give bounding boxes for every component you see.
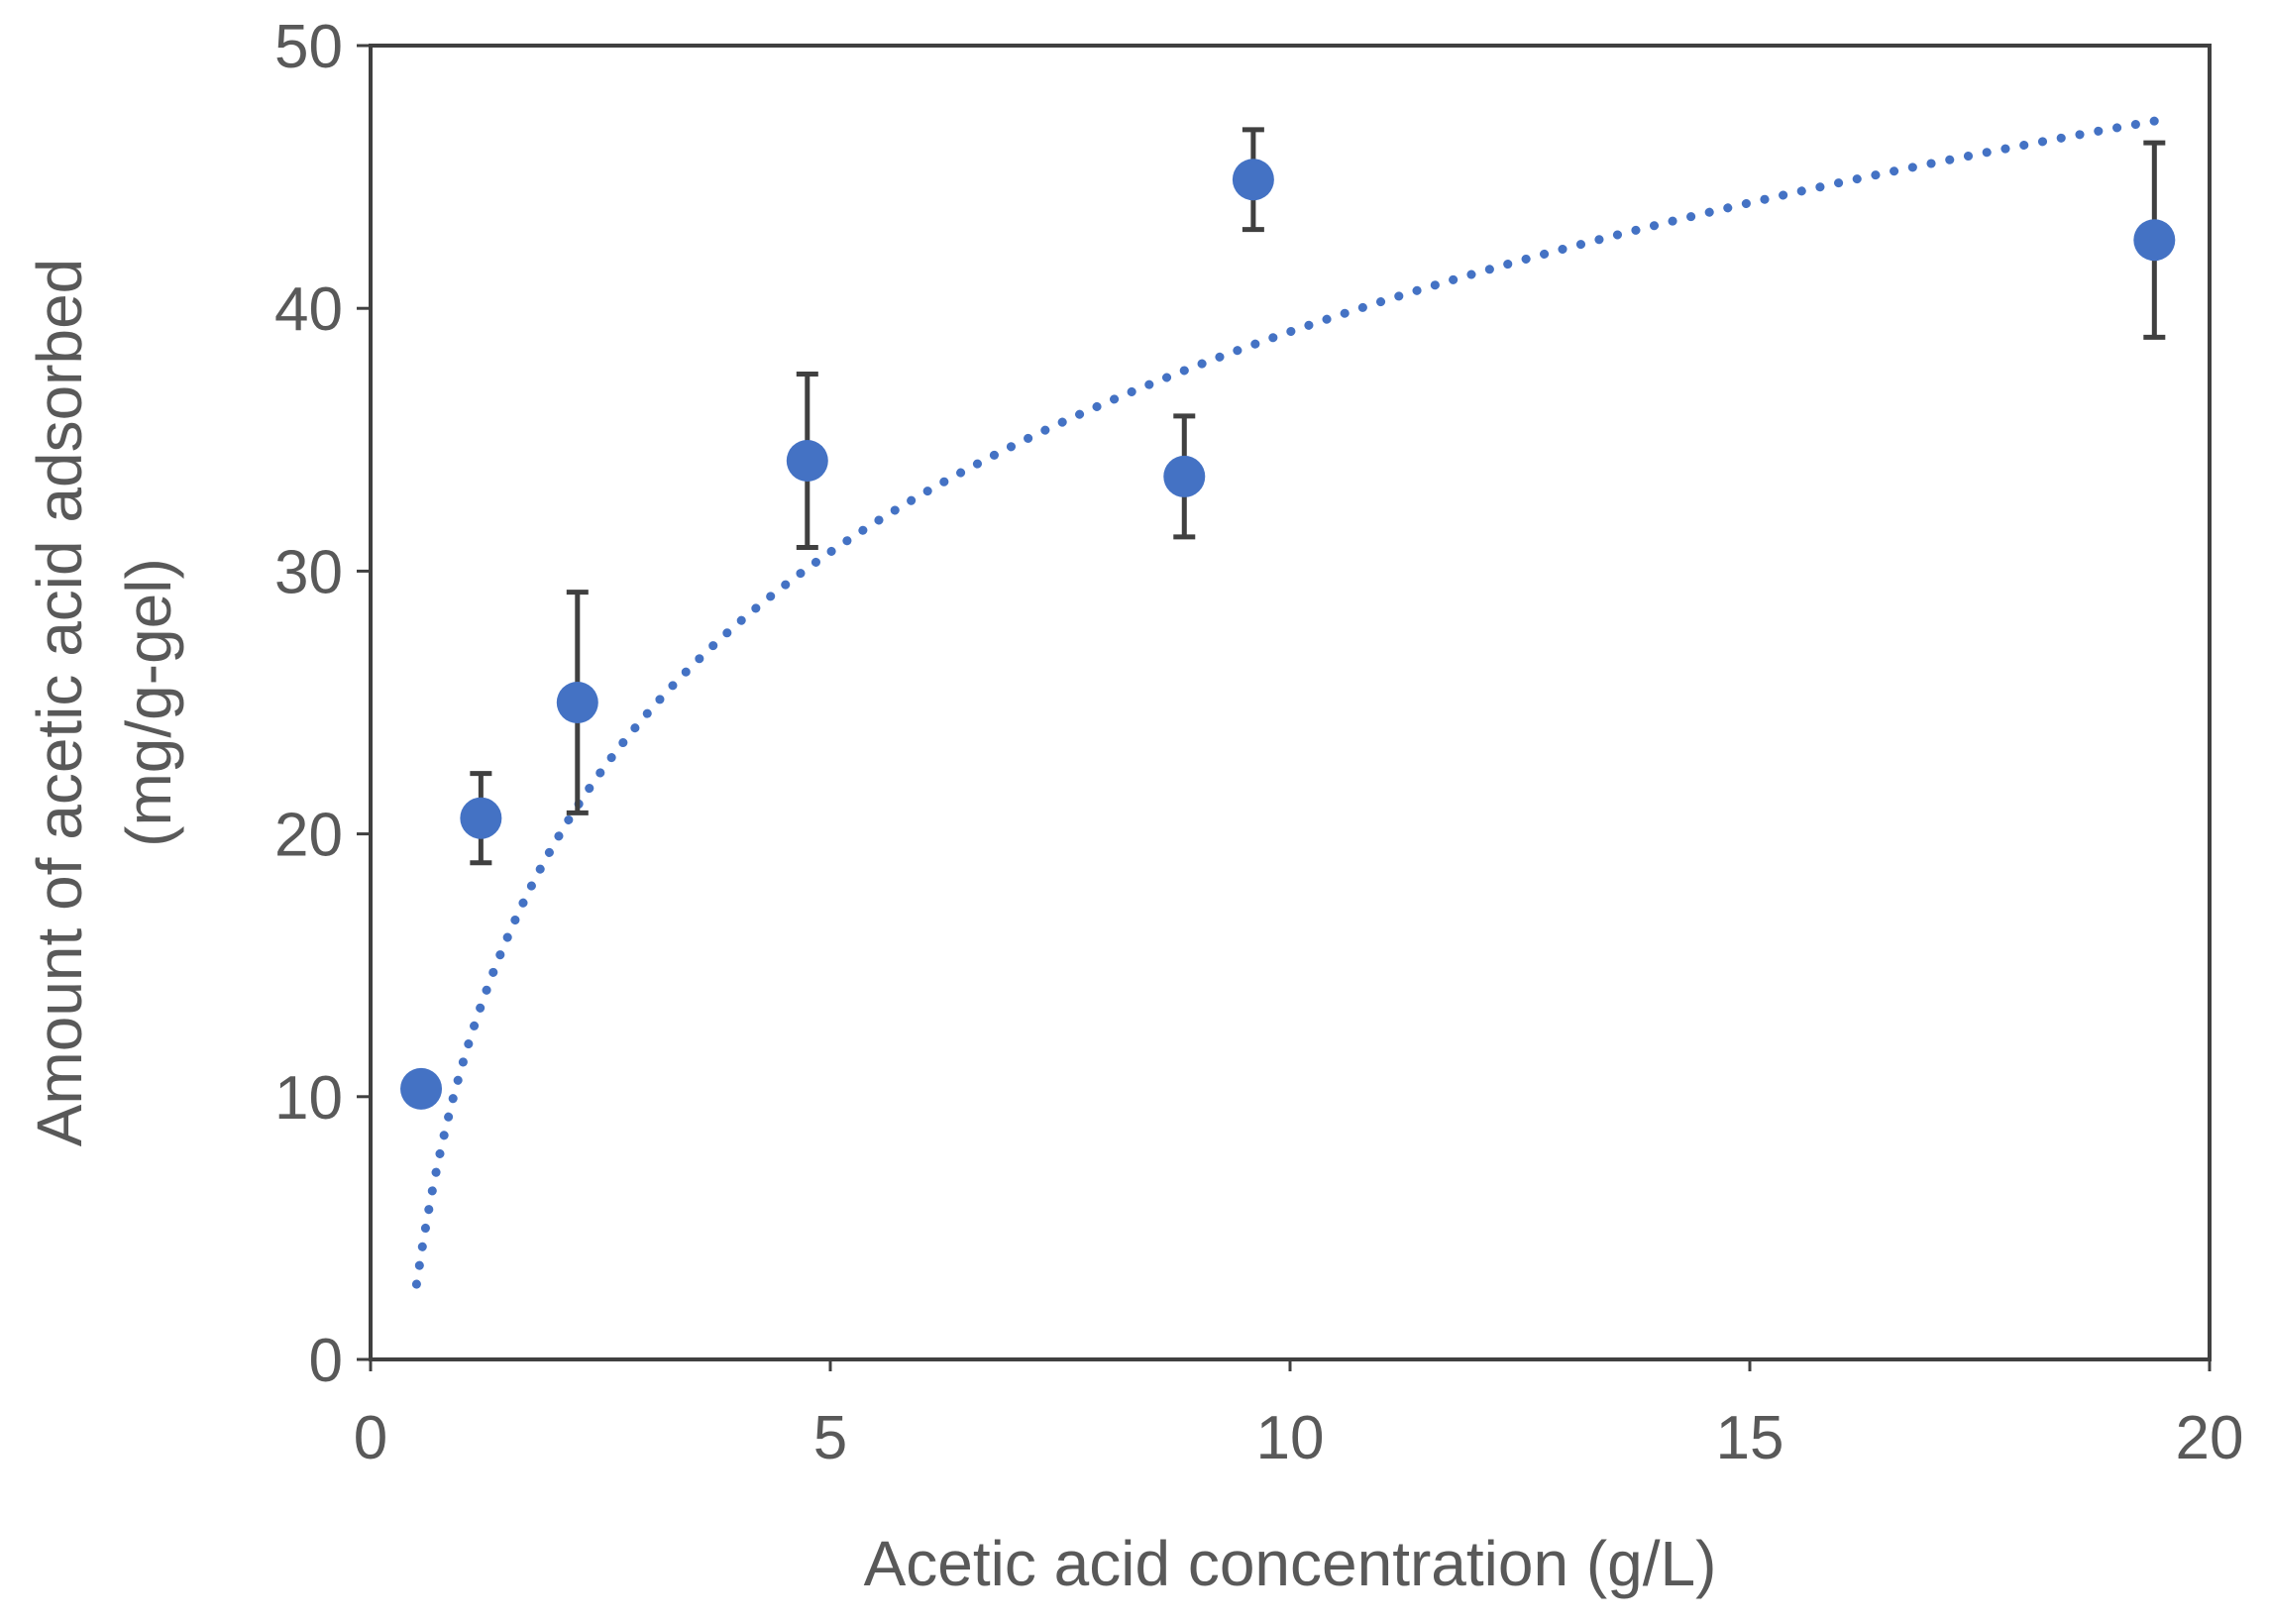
y-tick-label: 0 <box>309 1327 343 1395</box>
data-point <box>400 1067 443 1110</box>
y-axis-title-line2: (mg/g-gel) <box>113 558 184 847</box>
log-trendline <box>411 116 2159 1289</box>
data-point <box>1163 455 1206 497</box>
y-axis-title-line1: Amount of acetic acid adsorbed <box>24 259 95 1147</box>
x-tick-label: 20 <box>2176 1404 2244 1472</box>
y-tick-label: 50 <box>274 13 343 81</box>
data-point <box>786 440 828 483</box>
data-point <box>2133 219 2176 262</box>
x-axis-ticks: 0 5 10 15 20 <box>354 1359 2244 1472</box>
error-bars-group <box>470 127 2166 866</box>
x-tick-label: 15 <box>1716 1404 1784 1472</box>
data-point <box>1232 159 1274 201</box>
y-tick-label: 20 <box>274 802 343 870</box>
x-tick-label: 10 <box>1256 1404 1325 1472</box>
data-points-group <box>400 159 2176 1110</box>
y-tick-label: 30 <box>274 538 343 606</box>
x-tick-label: 5 <box>813 1404 847 1472</box>
y-tick-label: 40 <box>274 275 343 344</box>
y-tick-label: 10 <box>274 1064 343 1133</box>
trendline-group <box>411 116 2159 1289</box>
plot-frame <box>369 44 2212 1361</box>
x-axis-title: Acetic acid concentration (g/L) <box>864 1528 1717 1599</box>
y-axis-ticks: 0 10 20 30 40 50 <box>274 13 371 1395</box>
x-tick-label: 0 <box>354 1404 387 1472</box>
data-point <box>460 797 502 839</box>
data-point <box>556 682 598 723</box>
